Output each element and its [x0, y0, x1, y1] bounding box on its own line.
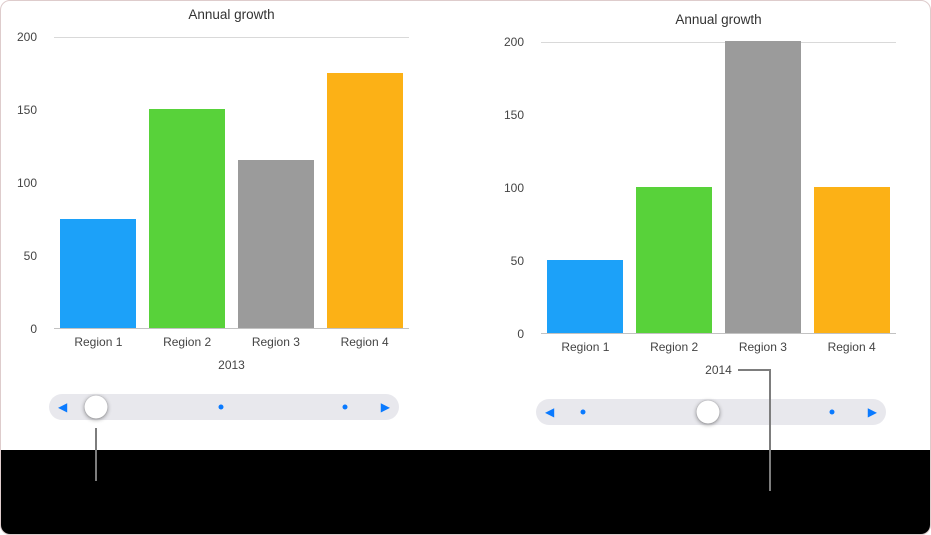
plot-area: [541, 41, 896, 334]
year-label: 2014: [705, 363, 732, 377]
chart-title: Annual growth: [675, 12, 762, 27]
plot-wrap: 0 50 100 150 200: [496, 35, 916, 341]
category-label: Region 3: [738, 340, 787, 354]
category-label: Region 2: [650, 340, 699, 354]
bar-slot: [807, 41, 896, 333]
bar-slot: [54, 36, 143, 328]
gridline-200: [541, 42, 896, 43]
bar-slot: [320, 36, 409, 328]
category-label: Region 4: [827, 340, 876, 354]
bars: [54, 36, 409, 328]
x-axis-line: [54, 328, 409, 329]
bar-region-3: [237, 160, 314, 328]
bar-slot: [630, 41, 719, 333]
category-label: Region 4: [340, 335, 389, 349]
bar-region-4: [813, 187, 890, 333]
plot-area: [54, 37, 409, 329]
bar-region-1: [547, 260, 624, 333]
slider-knob[interactable]: [696, 400, 719, 424]
chart-panel: Annual growth 0 50 100 150 200 Region 1 Regio…: [9, 7, 429, 420]
timeline-slider[interactable]: ◀ ▶: [536, 399, 886, 425]
bar-region-4: [326, 72, 403, 328]
bar-slot: [719, 41, 808, 333]
slider-prev-arrow-icon[interactable]: ◀: [545, 404, 555, 419]
chart-title: Annual growth: [188, 7, 275, 22]
y-tick-label: 200: [503, 35, 524, 49]
x-axis-labels: Region 1 Region 2 Region 3 Region 4: [541, 340, 896, 354]
slider-knob[interactable]: [84, 395, 108, 419]
timeline-slider[interactable]: ◀ ▶: [49, 394, 399, 420]
slider-stop-dot[interactable]: [342, 404, 348, 410]
slider-track[interactable]: [49, 394, 399, 420]
charts-row: Annual growth 0 50 100 150 200 Region 1 Regio…: [1, 1, 930, 425]
callout-line-year-horizontal: [738, 369, 771, 371]
footer-black-bar: [1, 450, 930, 534]
bar-region-2: [636, 187, 713, 333]
bars: [541, 41, 896, 333]
y-tick-label: 100: [16, 176, 37, 190]
y-tick-label: 100: [503, 181, 524, 195]
y-tick-label: 200: [16, 30, 37, 44]
bar-slot: [232, 36, 321, 328]
y-axis: 0 50 100 150 200: [496, 35, 532, 341]
callout-line-year-vertical: [769, 369, 771, 491]
y-tick-label: 0: [30, 322, 37, 336]
y-tick-label: 150: [16, 103, 37, 117]
year-label: 2013: [218, 358, 245, 372]
slider-track[interactable]: [536, 399, 886, 425]
y-axis: 0 50 100 150 200: [9, 30, 45, 336]
slider-stop-dot[interactable]: [218, 404, 223, 410]
chart-panel: Annual growth 0 50 100 150 200 Region 1 Regio…: [496, 12, 916, 425]
plot-wrap: 0 50 100 150 200: [9, 30, 429, 336]
y-tick-label: 0: [517, 327, 524, 341]
bar-slot: [541, 41, 630, 333]
x-axis-line: [541, 333, 896, 334]
bar-slot: [143, 36, 232, 328]
slider-next-arrow-icon[interactable]: ▶: [380, 399, 390, 414]
category-label: Region 3: [251, 335, 300, 349]
bar-region-2: [149, 109, 226, 328]
gridline-200: [54, 37, 409, 38]
slider-stop-dot[interactable]: [829, 409, 835, 415]
slider-prev-arrow-icon[interactable]: ◀: [58, 399, 68, 414]
category-label: Region 2: [163, 335, 212, 349]
bar-region-3: [724, 41, 801, 333]
callout-line-slider-knob: [95, 428, 97, 481]
category-label: Region 1: [561, 340, 610, 354]
slider-next-arrow-icon[interactable]: ▶: [867, 404, 877, 419]
category-label: Region 1: [74, 335, 123, 349]
y-tick-label: 50: [510, 254, 524, 268]
y-tick-label: 150: [503, 108, 524, 122]
slider-stop-dot[interactable]: [580, 409, 586, 415]
x-axis-labels: Region 1 Region 2 Region 3 Region 4: [54, 335, 409, 349]
y-tick-label: 50: [23, 249, 37, 263]
bar-region-1: [60, 218, 137, 328]
